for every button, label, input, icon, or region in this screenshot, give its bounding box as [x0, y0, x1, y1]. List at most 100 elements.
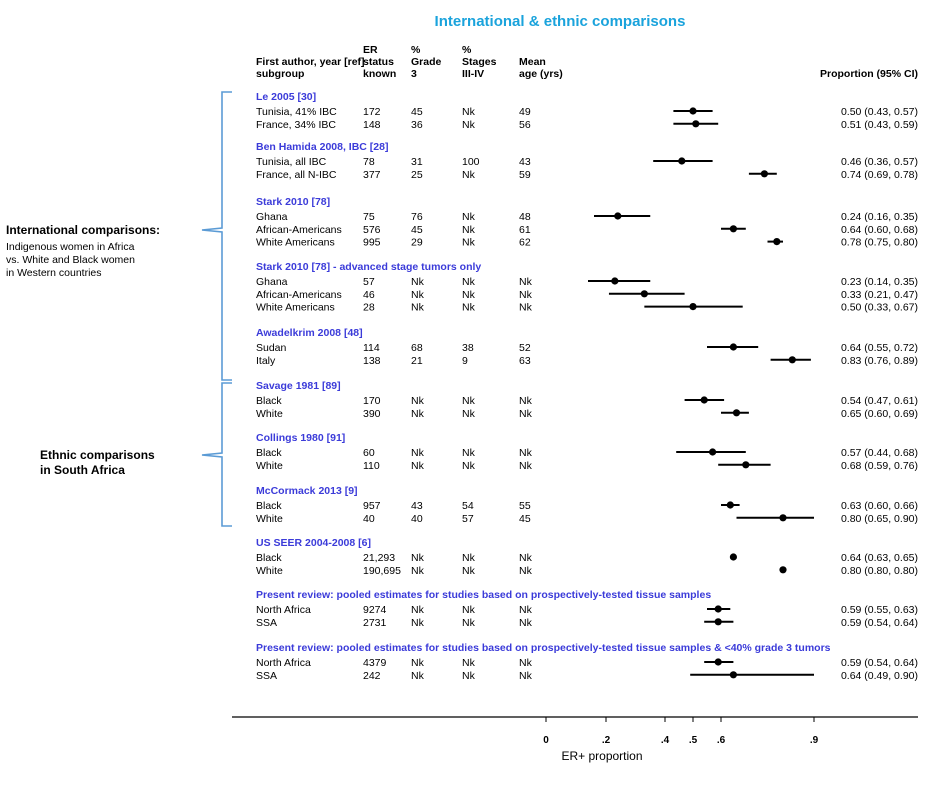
study-title: Awadelkrim 2008 [48] [256, 327, 363, 339]
row-er: 28 [363, 302, 375, 314]
row-grade: 21 [411, 355, 423, 367]
row-age: 61 [519, 224, 531, 236]
row-ci: 0.54 (0.47, 0.61) [841, 395, 918, 407]
point-estimate [714, 618, 722, 626]
row-label: Ghana [256, 276, 288, 288]
row-age: Nk [519, 460, 533, 472]
header-grade: 3 [411, 68, 417, 80]
row-grade: Nk [411, 657, 425, 669]
row-stage: 38 [462, 342, 474, 354]
row-ci: 0.46 (0.36, 0.57) [841, 156, 918, 168]
row-stage: Nk [462, 657, 476, 669]
row-stage: Nk [462, 565, 476, 577]
bracket-international [201, 91, 232, 381]
row-stage: Nk [462, 617, 476, 629]
row-ci: 0.63 (0.60, 0.66) [841, 500, 918, 512]
row-label: White [256, 513, 283, 525]
row-stage: Nk [462, 119, 476, 131]
bracket-ethnic [201, 382, 232, 527]
row-label: Italy [256, 355, 276, 367]
row-er: 576 [363, 224, 381, 236]
row-er: 390 [363, 408, 381, 420]
row-grade: 45 [411, 224, 423, 236]
row-er: 9274 [363, 604, 387, 616]
row-grade: Nk [411, 395, 425, 407]
row-age: Nk [519, 447, 533, 459]
row-stage: Nk [462, 276, 476, 288]
study-title: Stark 2010 [78] [256, 196, 330, 208]
point-estimate [714, 605, 722, 613]
row-label: Black [256, 500, 282, 512]
point-estimate [726, 501, 734, 509]
row-label: France, 34% IBC [256, 119, 336, 131]
row-er: 377 [363, 169, 381, 181]
row-grade: 45 [411, 106, 423, 118]
point-estimate [742, 461, 750, 469]
x-axis: 0 .2 .4 .5 .6 .9 [232, 716, 918, 746]
row-age: 49 [519, 106, 531, 118]
row-ci: 0.33 (0.21, 0.47) [841, 289, 918, 301]
row-stage: Nk [462, 447, 476, 459]
row-label: Black [256, 447, 282, 459]
side-label-ethnic: in South Africa [40, 463, 125, 477]
row-age: Nk [519, 408, 533, 420]
point-estimate [714, 658, 722, 666]
row-grade: 29 [411, 237, 423, 249]
point-estimate [689, 107, 697, 115]
row-age: Nk [519, 552, 533, 564]
study-title: US SEER 2004-2008 [6] [256, 537, 371, 549]
row-age: 56 [519, 119, 531, 131]
row-ci: 0.59 (0.54, 0.64) [841, 657, 918, 669]
side-label-international: International comparisons: [6, 223, 160, 237]
row-ci: 0.23 (0.14, 0.35) [841, 276, 918, 288]
row-stage: Nk [462, 552, 476, 564]
row-stage: Nk [462, 224, 476, 236]
row-label: African-Americans [256, 289, 342, 301]
row-er: 957 [363, 500, 381, 512]
row-age: Nk [519, 657, 533, 669]
row-grade: Nk [411, 447, 425, 459]
row-grade: Nk [411, 670, 425, 682]
header-label: First author, year [ref] [256, 56, 365, 68]
row-er: 75 [363, 211, 375, 223]
row-er: 148 [363, 119, 381, 131]
header-label: subgroup [256, 68, 304, 80]
x-tick-label: 0 [543, 735, 549, 746]
header-ci: Proportion (95% CI) [820, 68, 918, 80]
row-label: Ghana [256, 211, 288, 223]
study-title: Ben Hamida 2008, IBC [28] [256, 141, 388, 153]
point-estimate [788, 356, 796, 364]
row-grade: 43 [411, 500, 423, 512]
row-stage: 9 [462, 355, 468, 367]
study-title: Stark 2010 [78] - advanced stage tumors … [256, 261, 481, 273]
plot-marks [588, 107, 814, 679]
row-label: African-Americans [256, 224, 342, 236]
row-er: 114 [363, 342, 380, 354]
row-er: 78 [363, 156, 375, 168]
row-grade: Nk [411, 460, 425, 472]
row-ci: 0.78 (0.75, 0.80) [841, 237, 918, 249]
row-grade: Nk [411, 617, 425, 629]
row-ci: 0.64 (0.55, 0.72) [841, 342, 918, 354]
row-grade: Nk [411, 408, 425, 420]
row-ci: 0.51 (0.43, 0.59) [841, 119, 918, 131]
row-ci: 0.83 (0.76, 0.89) [841, 355, 918, 367]
side-labels: International comparisons: Indigenous wom… [6, 223, 160, 477]
row-age: 55 [519, 500, 531, 512]
x-tick-label: .9 [810, 735, 819, 746]
row-stage: Nk [462, 289, 476, 301]
row-age: Nk [519, 604, 533, 616]
study-rows: Le 2005 [30] Tunisia, 41% IBC 172 45 Nk 49 0.5… [256, 91, 918, 682]
row-er: 172 [363, 106, 381, 118]
row-label: White [256, 565, 283, 577]
row-label: White [256, 408, 283, 420]
row-age: Nk [519, 276, 533, 288]
row-label: Sudan [256, 342, 287, 354]
row-ci: 0.57 (0.44, 0.68) [841, 447, 918, 459]
row-ci: 0.50 (0.33, 0.67) [841, 302, 918, 314]
point-estimate [729, 671, 738, 679]
header-stage: % [462, 44, 472, 56]
point-estimate [732, 409, 741, 417]
header-stage: Stages [462, 56, 497, 68]
row-er: 138 [363, 355, 381, 367]
